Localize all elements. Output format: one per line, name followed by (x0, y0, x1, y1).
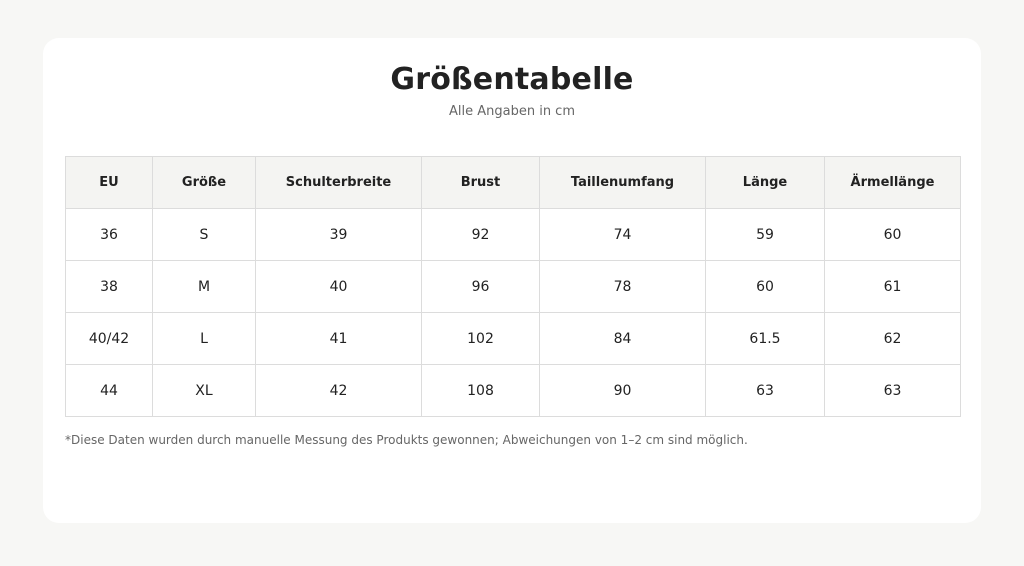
cell-sleeve-length: 60 (824, 208, 961, 261)
cell-waist: 84 (539, 312, 706, 365)
header-waist: Taillenumfang (539, 156, 706, 209)
cell-chest: 92 (421, 208, 540, 261)
cell-waist: 90 (539, 364, 706, 417)
table-row: 36 S 39 92 74 59 60 (65, 208, 961, 261)
size-table: EU Größe Schulterbreite Brust Taillenumf… (65, 156, 961, 417)
header-sleeve-length: Ärmellänge (824, 156, 961, 209)
header-length: Länge (705, 156, 825, 209)
cell-sleeve-length: 63 (824, 364, 961, 417)
cell-length: 60 (705, 260, 825, 313)
cell-chest: 102 (421, 312, 540, 365)
page-subtitle: Alle Angaben in cm (448, 104, 575, 119)
table-row: 44 XL 42 108 90 63 63 (65, 364, 961, 417)
measurement-footnote: *Diese Daten wurden durch manuelle Messu… (65, 433, 748, 447)
table-row: 40/42 L 41 102 84 61.5 62 (65, 312, 961, 365)
page-title: Größentabelle (390, 62, 634, 97)
header-shoulder-width: Schulterbreite (255, 156, 422, 209)
cell-chest: 108 (421, 364, 540, 417)
header-chest: Brust (421, 156, 540, 209)
cell-length: 61.5 (705, 312, 825, 365)
cell-waist: 74 (539, 208, 706, 261)
table-row: 38 M 40 96 78 60 61 (65, 260, 961, 313)
table-header-row: EU Größe Schulterbreite Brust Taillenumf… (65, 156, 961, 209)
cell-size: L (152, 312, 256, 365)
cell-sleeve-length: 61 (824, 260, 961, 313)
header-eu: EU (65, 156, 153, 209)
cell-eu: 40/42 (65, 312, 153, 365)
cell-size: XL (152, 364, 256, 417)
cell-size: M (152, 260, 256, 313)
header-size: Größe (152, 156, 256, 209)
cell-shoulder-width: 40 (255, 260, 422, 313)
cell-shoulder-width: 41 (255, 312, 422, 365)
cell-shoulder-width: 42 (255, 364, 422, 417)
cell-size: S (152, 208, 256, 261)
cell-eu: 44 (65, 364, 153, 417)
cell-eu: 38 (65, 260, 153, 313)
cell-sleeve-length: 62 (824, 312, 961, 365)
cell-chest: 96 (421, 260, 540, 313)
cell-shoulder-width: 39 (255, 208, 422, 261)
cell-length: 63 (705, 364, 825, 417)
cell-waist: 78 (539, 260, 706, 313)
cell-eu: 36 (65, 208, 153, 261)
cell-length: 59 (705, 208, 825, 261)
